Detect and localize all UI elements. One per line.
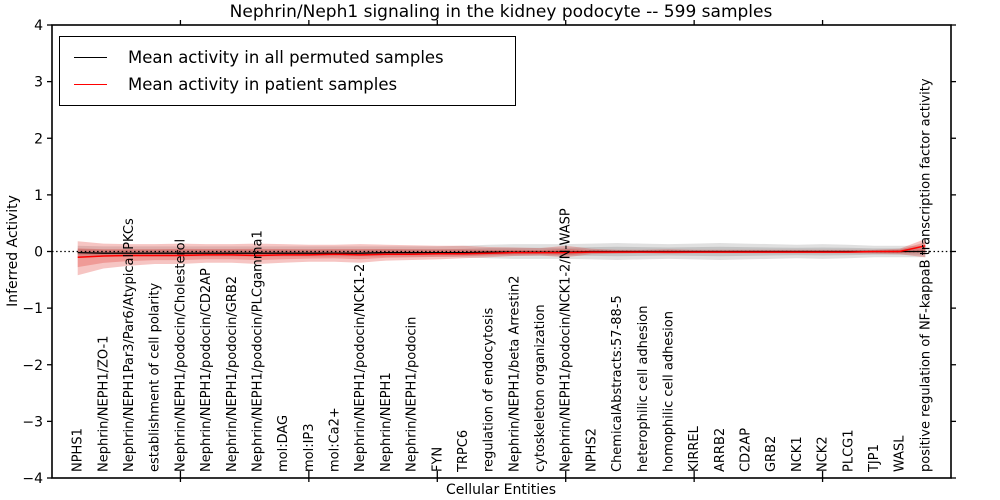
x-category-label: PLCG1 xyxy=(841,429,856,472)
x-category-label: Nephrin/NEPH1/podocin/NCK1-2/N-WASP xyxy=(559,208,574,472)
y-tick-label: 0 xyxy=(34,245,43,261)
x-category-label: mol:IP3 xyxy=(302,423,317,472)
x-category-label: mol:DAG xyxy=(276,415,291,472)
x-category-label: Nephrin/NEPH1/podocin/Cholesterol xyxy=(173,239,188,472)
x-category-label: CD2AP xyxy=(739,428,754,472)
y-axis-title: Inferred Activity xyxy=(5,195,21,307)
x-category-label: NCK2 xyxy=(816,436,831,472)
legend-line-red-icon xyxy=(74,84,107,85)
x-category-label: Nephrin/NEPH1/podocin/PLCgamma1 xyxy=(250,230,265,472)
y-tick-label: −3 xyxy=(22,414,43,430)
x-category-label: WASL xyxy=(893,435,908,472)
legend-item-permuted: Mean activity in all permuted samples xyxy=(74,44,505,71)
x-category-label: NPHS2 xyxy=(584,428,599,472)
x-category-label: establishment of cell polarity xyxy=(148,283,163,472)
legend: Mean activity in all permuted samples Me… xyxy=(59,36,516,106)
patient-band-outer xyxy=(77,239,926,276)
x-category-label: homophilic cell adhesion xyxy=(661,311,676,472)
y-tick-label: 3 xyxy=(34,75,43,91)
x-category-label: Nephrin/NEPH1/podocin/NCK1-2 xyxy=(353,264,368,472)
patient-band-inner xyxy=(77,242,926,268)
x-category-label: cytoskeleton organization xyxy=(533,304,548,472)
x-category-label: NCK1 xyxy=(790,436,805,472)
legend-line-black-icon xyxy=(74,57,107,58)
x-category-label: TRPC6 xyxy=(456,430,471,473)
x-category-label: heterophilic cell adhesion xyxy=(636,306,651,473)
x-category-label: Nephrin/NEPH1/beta Arrestin2 xyxy=(507,276,522,473)
x-category-label: Nephrin/NEPH1Par3/Par6/Atypical PKCs xyxy=(122,218,137,472)
x-category-label: ChemicalAbstracts:57-88-5 xyxy=(610,295,625,472)
x-category-label: regulation of endocytosis xyxy=(482,307,497,472)
legend-label-patient: Mean activity in patient samples xyxy=(128,75,398,94)
y-tick-label: 4 xyxy=(34,18,43,34)
x-axis-title: Cellular Entities xyxy=(445,482,557,498)
y-tick-label: −4 xyxy=(22,471,43,487)
mean-patient-line xyxy=(77,245,926,258)
x-category-label: FYN xyxy=(430,447,445,472)
x-category-label: NPHS1 xyxy=(71,428,86,472)
chart-title: Nephrin/Neph1 signaling in the kidney po… xyxy=(229,2,773,22)
y-tick-label: −2 xyxy=(22,358,43,374)
x-category-label: Nephrin/NEPH1/ZO-1 xyxy=(96,336,111,472)
x-category-label: mol:Ca2+ xyxy=(328,407,343,472)
x-category-label: TJP1 xyxy=(867,444,882,473)
x-category-label: Nephrin/NEPH1 xyxy=(379,372,394,472)
x-category-label: positive regulation of NF-kappaB transcr… xyxy=(918,78,933,472)
x-category-label: KIRREL xyxy=(687,425,702,472)
x-category-label: GRB2 xyxy=(764,436,779,472)
x-category-label: ARRB2 xyxy=(713,428,728,472)
y-tick-label: 1 xyxy=(34,188,43,204)
y-tick-label: −1 xyxy=(22,301,43,317)
x-category-label: Nephrin/NEPH1/podocin/GRB2 xyxy=(225,276,240,472)
x-category-label: Nephrin/NEPH1/podocin xyxy=(405,317,420,472)
x-category-label: Nephrin/NEPH1/podocin/CD2AP xyxy=(199,268,214,472)
legend-label-permuted: Mean activity in all permuted samples xyxy=(128,48,444,67)
legend-item-patient: Mean activity in patient samples xyxy=(74,71,505,98)
y-tick-label: 2 xyxy=(34,131,43,147)
